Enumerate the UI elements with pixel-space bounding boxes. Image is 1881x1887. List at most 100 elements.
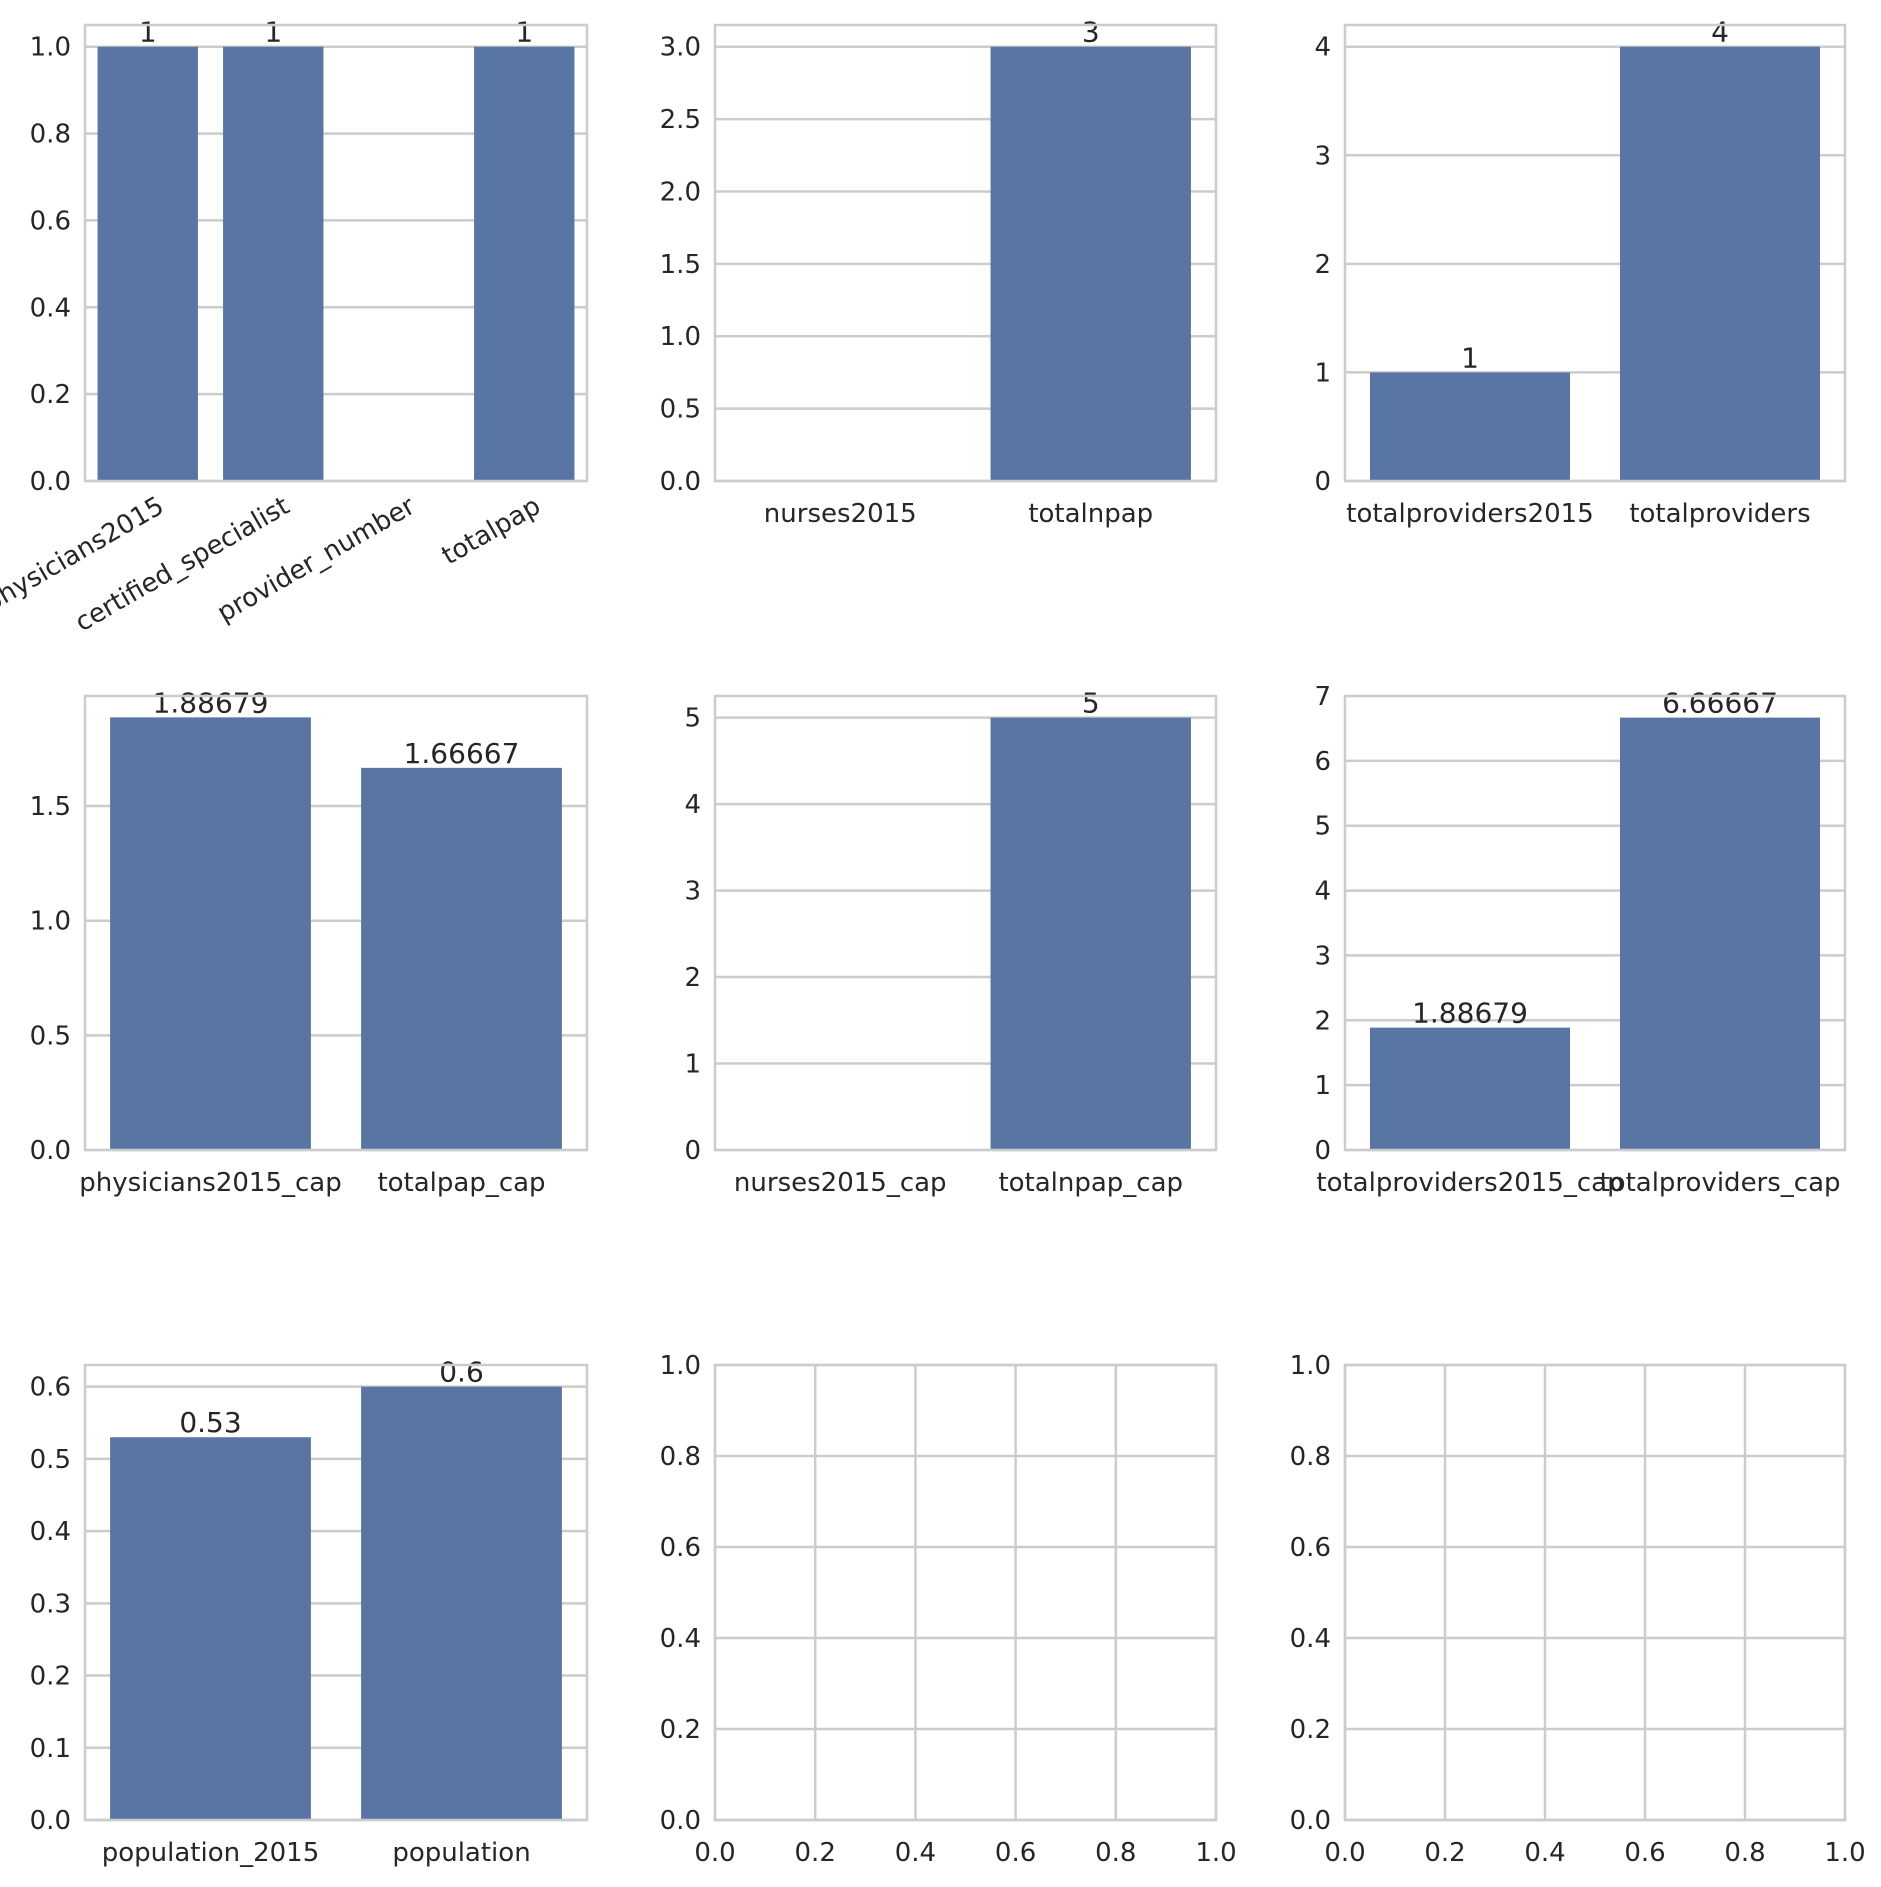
x-tick-label: 1.0 [1824,1838,1865,1868]
y-tick-label: 0.2 [30,1662,71,1692]
bar-data-label: 1 [515,16,533,49]
x-tick-label: population_2015 [102,1838,320,1868]
y-tick-label: 5 [684,704,701,734]
x-tick-label: totalpap_cap [377,1168,545,1198]
y-tick-label: 3 [1314,941,1331,971]
y-tick-label: 0.0 [660,1806,701,1836]
bar [1620,46,1820,481]
bar-data-label: 0.6 [439,1356,484,1389]
y-tick-label: 3 [1314,141,1331,171]
subplot-6: 0 1 2 3 4 5 6 7 1.88679 totalproviders2015_cap 6.6… [1314,682,1847,1198]
bar-data-label: 1.88679 [1412,997,1528,1030]
x-tick-label: 1.0 [1195,1838,1236,1868]
subplot-7: 0.0 0.1 0.2 0.3 0.4 0.5 0.6 0.53 population_2015… [30,1356,589,1868]
y-tick-label: 1 [1314,1071,1331,1101]
axes-frame [713,23,1218,483]
y-tick-label: 0.0 [660,467,701,497]
y-tick-label: 3 [684,877,701,907]
y-tick-label: 1.5 [30,792,71,822]
y-tick-label: 0.3 [30,1589,71,1619]
y-tick-label: 1 [684,1050,701,1080]
subplot-grid: 0.00.20.40.60.81.0 1physicians20151certif… [0,16,1866,1868]
x-tick-label: totalnpap [1028,499,1153,529]
bar [97,46,198,481]
axes-frame [713,1363,1218,1822]
bar [110,717,311,1150]
y-tick-label: 1.0 [660,322,701,352]
bar [1370,1027,1570,1150]
y-tick-label: 1.0 [30,907,71,937]
y-tick-label: 6 [1314,747,1331,777]
axes-frame [1343,694,1847,1152]
y-tick-label: 0.4 [30,1517,71,1547]
bar-data-label: 1.66667 [404,737,520,770]
y-tick-label: 0.1 [30,1734,71,1764]
bar-data-label: 1.88679 [153,686,269,719]
y-tick-label: 0.8 [30,120,71,150]
x-tick-label: 0.2 [1424,1838,1465,1868]
y-tick-label: 1.0 [660,1351,701,1381]
y-tick-label: 0.0 [1290,1806,1331,1836]
subplot-8: 0.0 0.2 0.4 0.6 0.8 1.0 0.0 0.2 0.4 0.6 0.8 1.0 [660,1351,1237,1868]
y-tick-label: 1 [1314,358,1331,388]
y-tick-label: 3.0 [660,33,701,63]
x-tick-label: totalproviders2015_cap [1316,1168,1623,1198]
bar [1620,717,1820,1150]
y-tick-label: 4 [1314,877,1331,907]
x-tick-label: population [392,1838,530,1868]
x-tick-label: 0.8 [1095,1838,1136,1868]
bar-data-label: 1 [1461,341,1479,374]
y-tick-label: 0.6 [30,206,71,236]
y-tick-label: 2 [684,963,701,993]
bar-data-label: 3 [1082,16,1100,49]
bar-data-label: 1 [139,16,157,49]
bar-data-label: 4 [1711,16,1729,49]
x-tick-label: 0.0 [1324,1838,1365,1868]
bar-data-label: 1 [264,16,282,49]
axes-frame [83,694,589,1152]
y-tick-label: 2.0 [660,177,701,207]
y-tick-label: 0.2 [660,1715,701,1745]
y-tick-label: 2.5 [660,105,701,135]
subplot-9: 0.0 0.2 0.4 0.6 0.8 1.0 0.0 0.2 0.4 0.6 0.8 1.0 [1290,1351,1866,1868]
y-tick-label: 7 [1314,682,1331,712]
x-tick-label: totalnpap_cap [998,1168,1183,1198]
bar [223,46,324,481]
y-tick-label: 0.6 [30,1373,71,1403]
subplot-4: 0.0 0.5 1.0 1.5 1.88679 physicians2015_cap 1.6… [30,686,589,1198]
y-tick-label: 0.5 [30,1021,71,1051]
axes-frame [83,23,589,483]
x-tick-label: 0.6 [1624,1838,1665,1868]
axes-frame [1343,1363,1847,1822]
y-tick-label: 0 [1314,1136,1331,1166]
subplot-5: 0 1 2 3 4 5 nurses2015_cap 5 totalnpap_cap [684,687,1218,1198]
x-tick-label: nurses2015 [764,499,917,529]
x-tick-label: 0.0 [694,1838,735,1868]
x-tick-label: 0.4 [1524,1838,1565,1868]
y-tick-label: 0.0 [30,467,71,497]
x-tick-label: totalproviders_cap [1599,1168,1840,1198]
y-tick-label: 2 [1314,250,1331,280]
bar [110,1437,311,1820]
bar [990,46,1191,481]
y-tick-label: 0.2 [1290,1715,1331,1745]
bar [1370,372,1570,481]
y-tick-label: 0.4 [1290,1624,1331,1654]
bar [474,46,575,481]
y-tick-label: 1.0 [30,33,71,63]
bar-data-label: 5 [1082,687,1100,720]
y-tick-label: 0.5 [30,1445,71,1475]
subplot-3: 0 1 2 3 4 1 totalproviders2015 4 totalproviders [1314,16,1847,529]
x-tick-label: totalproviders2015 [1346,499,1594,529]
bar-data-label: 0.53 [179,1406,241,1439]
bar [990,717,1191,1150]
y-tick-label: 0.4 [660,1624,701,1654]
y-tick-label: 2 [1314,1006,1331,1036]
y-tick-label: 0.6 [660,1533,701,1563]
y-tick-label: 5 [1314,812,1331,842]
y-tick-label: 0.5 [660,395,701,425]
bar-data-label: 6.66667 [1662,687,1778,720]
y-tick-label: 0 [1314,467,1331,497]
x-tick-label: 0.4 [895,1838,936,1868]
